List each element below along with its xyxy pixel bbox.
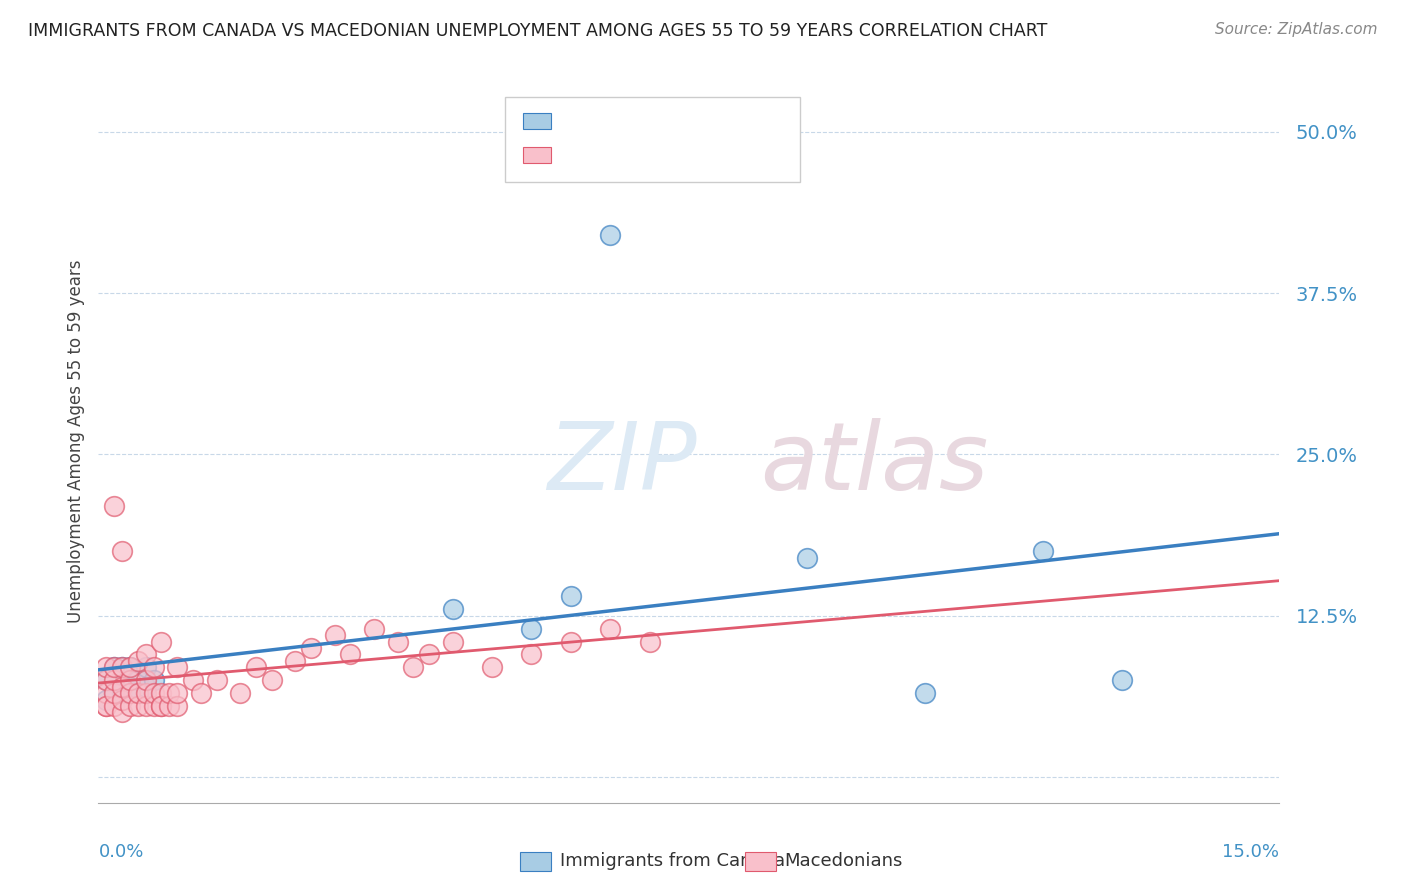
Point: [142, 699, 165, 714]
Point: [520, 622, 543, 636]
Point: [103, 673, 125, 688]
Point: [150, 686, 173, 700]
Point: [135, 648, 157, 662]
Point: [111, 680, 134, 694]
Point: [103, 686, 125, 700]
Point: [560, 634, 582, 648]
Point: [103, 699, 125, 714]
Point: [96, 673, 118, 688]
Point: [96, 660, 118, 674]
Point: [96, 686, 118, 700]
Point: [111, 660, 134, 674]
Text: ZIP: ZIP: [547, 417, 697, 508]
Point: [1111, 673, 1133, 688]
Point: [387, 634, 409, 648]
Point: [103, 660, 125, 674]
Point: [481, 660, 503, 674]
Text: Macedonians: Macedonians: [785, 852, 903, 870]
Text: R = 0.301: R = 0.301: [560, 112, 650, 129]
Point: [339, 648, 361, 662]
Point: [111, 692, 134, 706]
Point: [118, 686, 141, 700]
Text: IMMIGRANTS FROM CANADA VS MACEDONIAN UNEMPLOYMENT AMONG AGES 55 TO 59 YEARS CORR: IMMIGRANTS FROM CANADA VS MACEDONIAN UNE…: [28, 22, 1047, 40]
Point: [166, 699, 188, 714]
Point: [560, 590, 582, 604]
Point: [142, 673, 165, 688]
Point: [96, 699, 118, 714]
Point: [135, 699, 157, 714]
Point: [157, 699, 180, 714]
Point: [118, 673, 141, 688]
Point: [441, 634, 464, 648]
Point: [118, 699, 141, 714]
Point: [103, 660, 125, 674]
Text: R = 0.184: R = 0.184: [560, 145, 650, 163]
Point: [284, 654, 307, 668]
Text: N = 58: N = 58: [673, 145, 737, 163]
Point: [1032, 544, 1054, 558]
Point: [118, 680, 141, 694]
Point: [127, 699, 149, 714]
Point: [205, 673, 228, 688]
Text: Immigrants from Canada: Immigrants from Canada: [560, 852, 785, 870]
Point: [402, 660, 425, 674]
Point: [127, 686, 149, 700]
Point: [796, 550, 818, 565]
Text: N = 21: N = 21: [673, 112, 737, 129]
Text: Source: ZipAtlas.com: Source: ZipAtlas.com: [1215, 22, 1378, 37]
Point: [638, 634, 661, 648]
Point: [135, 660, 157, 674]
Point: [142, 660, 165, 674]
Point: [229, 686, 252, 700]
Point: [260, 673, 283, 688]
Point: [418, 648, 440, 662]
Point: [363, 622, 385, 636]
Text: 15.0%: 15.0%: [1222, 843, 1279, 861]
Point: [111, 686, 134, 700]
Point: [190, 686, 212, 700]
Point: [599, 622, 621, 636]
Point: [96, 699, 118, 714]
Point: [135, 673, 157, 688]
Text: 0.0%: 0.0%: [98, 843, 143, 861]
Y-axis label: Unemployment Among Ages 55 to 59 years: Unemployment Among Ages 55 to 59 years: [66, 260, 84, 624]
Point: [150, 699, 173, 714]
Point: [150, 634, 173, 648]
Point: [127, 654, 149, 668]
Point: [135, 686, 157, 700]
Text: atlas: atlas: [759, 417, 988, 508]
Point: [323, 628, 346, 642]
Point: [914, 686, 936, 700]
Point: [441, 602, 464, 616]
Point: [111, 660, 134, 674]
Point: [150, 699, 173, 714]
Point: [157, 686, 180, 700]
Point: [103, 499, 125, 513]
Point: [127, 673, 149, 688]
Point: [96, 673, 118, 688]
Point: [135, 680, 157, 694]
Point: [142, 686, 165, 700]
Point: [103, 686, 125, 700]
Point: [181, 673, 204, 688]
Point: [599, 228, 621, 243]
Point: [111, 544, 134, 558]
Point: [96, 692, 118, 706]
Point: [245, 660, 267, 674]
Point: [127, 686, 149, 700]
Point: [520, 648, 543, 662]
Point: [118, 660, 141, 674]
Point: [118, 660, 141, 674]
Point: [111, 706, 134, 720]
Point: [166, 660, 188, 674]
Point: [299, 640, 322, 655]
Point: [166, 686, 188, 700]
